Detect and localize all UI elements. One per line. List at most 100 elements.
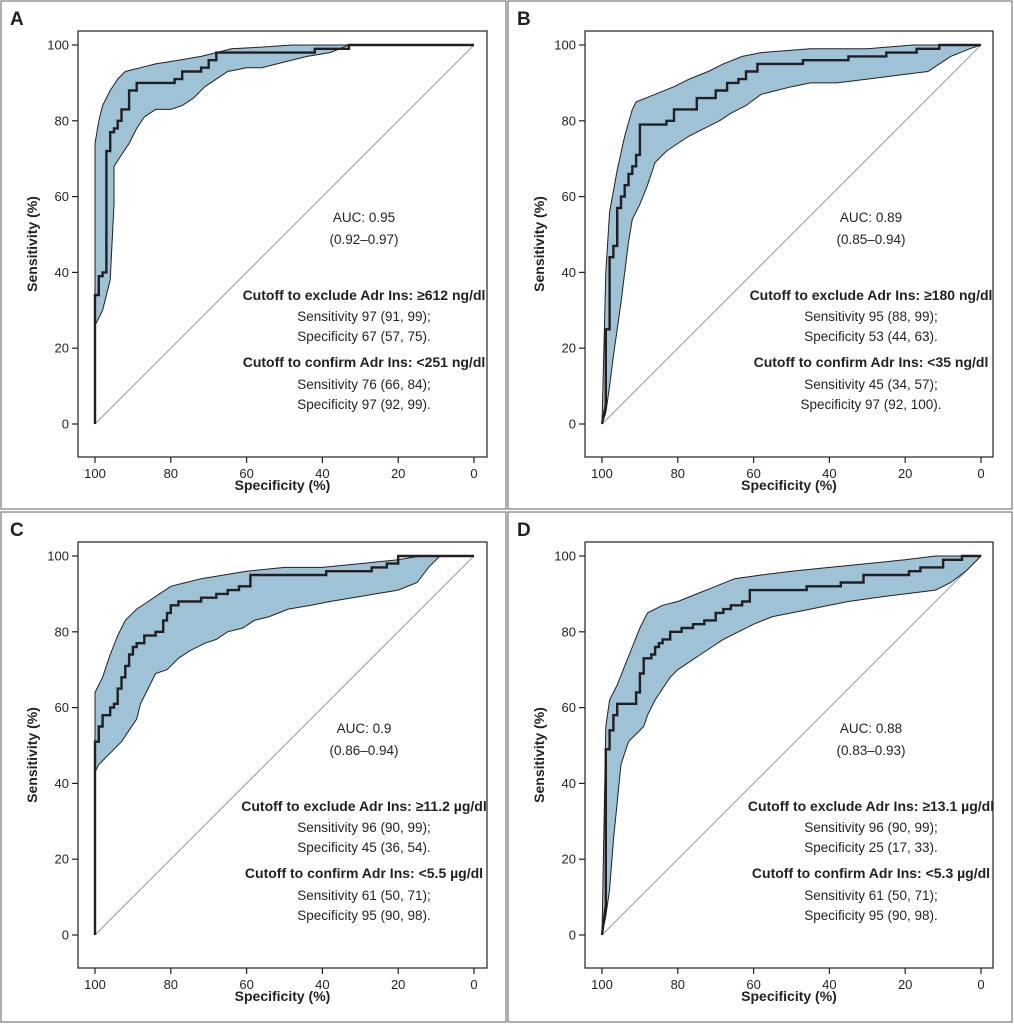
confidence-band xyxy=(94,555,474,935)
reference-diagonal xyxy=(601,44,982,425)
auc-ci-text: (0.83–0.93) xyxy=(836,743,905,758)
x-tick-label: 40 xyxy=(822,466,836,481)
x-tick-label: 0 xyxy=(977,466,984,481)
confirm-cutoff-title: Cutoff to confirm Adr Ins: <5.5 µg/dl xyxy=(245,865,483,881)
exclude-specificity: Specificity 25 (17, 33). xyxy=(804,840,938,855)
reference-diagonal xyxy=(94,44,475,425)
auc-ci-text: (0.85–0.94) xyxy=(836,232,905,247)
confidence-band xyxy=(601,555,983,936)
x-tick-label: 80 xyxy=(671,466,685,481)
y-tick-label: 40 xyxy=(562,776,576,791)
y-tick-label: 20 xyxy=(55,341,69,356)
y-tick-label: 40 xyxy=(562,265,576,280)
y-tick-label: 40 xyxy=(55,265,69,280)
x-tick-label: 40 xyxy=(822,977,836,992)
x-tick-label: 80 xyxy=(164,466,178,481)
plot-frame xyxy=(77,30,488,458)
x-axis-title: Specificity (%) xyxy=(741,477,837,493)
x-axis-title: Specificity (%) xyxy=(741,988,837,1004)
x-axis-title: Specificity (%) xyxy=(235,477,331,493)
y-tick-label: 100 xyxy=(47,549,69,564)
exclude-cutoff-title: Cutoff to exclude Adr Ins: ≥13.1 µg/dl xyxy=(748,798,994,814)
confirm-sensitivity: Sensitivity 76 (66, 84); xyxy=(297,377,431,392)
exclude-cutoff-title: Cutoff to exclude Adr Ins: ≥180 ng/dl xyxy=(750,287,993,303)
plot-frame xyxy=(584,541,994,969)
auc-ci-text: (0.92–0.97) xyxy=(329,232,398,247)
exclude-specificity: Specificity 53 (44, 63). xyxy=(804,329,938,344)
y-axis-title: Sensitivity (%) xyxy=(531,196,547,292)
plot-frame xyxy=(584,30,994,458)
y-tick-label: 0 xyxy=(569,417,576,432)
y-tick-label: 60 xyxy=(562,189,576,204)
confirm-cutoff-title: Cutoff to confirm Adr Ins: <251 ng/dl xyxy=(243,354,486,370)
x-tick-label: 60 xyxy=(746,466,760,481)
x-tick-label: 0 xyxy=(470,466,477,481)
confirm-specificity: Specificity 95 (90, 98). xyxy=(297,908,431,923)
y-tick-label: 0 xyxy=(62,928,69,943)
confidence-band xyxy=(601,44,982,425)
exclude-sensitivity: Sensitivity 97 (91, 99); xyxy=(297,309,431,324)
panel-d: D 0 20 40 60 80 100 100 80 60 40 20 0 Specificity (%)… xyxy=(507,511,1013,1023)
y-tick-label: 0 xyxy=(569,928,576,943)
y-tick-label: 80 xyxy=(562,624,576,639)
x-tick-label: 80 xyxy=(164,977,178,992)
reference-diagonal xyxy=(94,555,475,936)
x-tick-label: 100 xyxy=(591,977,613,992)
confidence-band xyxy=(94,44,474,424)
x-tick-label: 60 xyxy=(239,466,253,481)
y-tick-label: 100 xyxy=(554,38,576,53)
roc-curve xyxy=(600,554,981,936)
x-tick-label: 100 xyxy=(591,466,613,481)
y-axis-title: Sensitivity (%) xyxy=(531,707,547,803)
x-tick-label: 40 xyxy=(315,977,329,992)
x-axis-title: Specificity (%) xyxy=(235,988,331,1004)
y-tick-label: 60 xyxy=(55,189,69,204)
y-tick-label: 100 xyxy=(47,38,69,53)
confirm-specificity: Specificity 97 (92, 99). xyxy=(297,397,431,412)
confirm-specificity: Specificity 97 (92, 100). xyxy=(800,397,941,412)
confirm-cutoff-title: Cutoff to confirm Adr Ins: <35 ng/dl xyxy=(754,354,989,370)
panel-letter: B xyxy=(517,9,531,30)
exclude-sensitivity: Sensitivity 96 (90, 99); xyxy=(297,820,431,835)
roc-curve xyxy=(93,554,474,935)
auc-text: AUC: 0.88 xyxy=(840,721,902,736)
exclude-specificity: Specificity 67 (57, 75). xyxy=(297,329,431,344)
exclude-sensitivity: Sensitivity 95 (88, 99); xyxy=(804,309,938,324)
y-tick-label: 20 xyxy=(562,852,576,867)
panel-letter: D xyxy=(517,520,531,541)
auc-ci-text: (0.86–0.94) xyxy=(329,743,398,758)
panel-c: C 0 20 40 60 80 100 100 80 60 40 20 0 Specificity (%)… xyxy=(0,511,507,1023)
exclude-sensitivity: Sensitivity 96 (90, 99); xyxy=(804,820,938,835)
y-tick-label: 60 xyxy=(562,700,576,715)
confirm-sensitivity: Sensitivity 61 (50, 71); xyxy=(804,888,938,903)
panel-letter: C xyxy=(10,520,24,541)
x-tick-label: 60 xyxy=(239,977,253,992)
y-tick-label: 0 xyxy=(62,417,69,432)
y-tick-label: 60 xyxy=(55,700,69,715)
y-tick-label: 20 xyxy=(562,341,576,356)
auc-text: AUC: 0.9 xyxy=(337,721,392,736)
roc-curve xyxy=(93,43,474,424)
x-tick-label: 20 xyxy=(391,977,405,992)
plot-frame xyxy=(77,541,488,969)
x-tick-label: 20 xyxy=(391,466,405,481)
confirm-cutoff-title: Cutoff to confirm Adr Ins: <5.3 µg/dl xyxy=(752,865,990,881)
y-tick-label: 80 xyxy=(55,113,69,128)
panel-b: B 0 20 40 60 80 100 100 80 60 40 20 0 Specificity (%)… xyxy=(507,0,1013,510)
exclude-specificity: Specificity 45 (36, 54). xyxy=(297,840,431,855)
reference-diagonal xyxy=(601,555,982,936)
roc-curve xyxy=(600,43,981,425)
y-axis-title: Sensitivity (%) xyxy=(24,196,40,292)
x-tick-label: 20 xyxy=(898,466,912,481)
y-tick-label: 20 xyxy=(55,852,69,867)
y-tick-label: 80 xyxy=(562,113,576,128)
confirm-sensitivity: Sensitivity 61 (50, 71); xyxy=(297,888,431,903)
confirm-sensitivity: Sensitivity 45 (34, 57); xyxy=(804,377,938,392)
x-tick-label: 100 xyxy=(84,466,106,481)
y-tick-label: 40 xyxy=(55,776,69,791)
exclude-cutoff-title: Cutoff to exclude Adr Ins: ≥11.2 µg/dl xyxy=(241,798,486,814)
x-tick-label: 0 xyxy=(977,977,984,992)
y-tick-label: 100 xyxy=(554,549,576,564)
exclude-cutoff-title: Cutoff to exclude Adr Ins: ≥612 ng/dl xyxy=(243,287,486,303)
